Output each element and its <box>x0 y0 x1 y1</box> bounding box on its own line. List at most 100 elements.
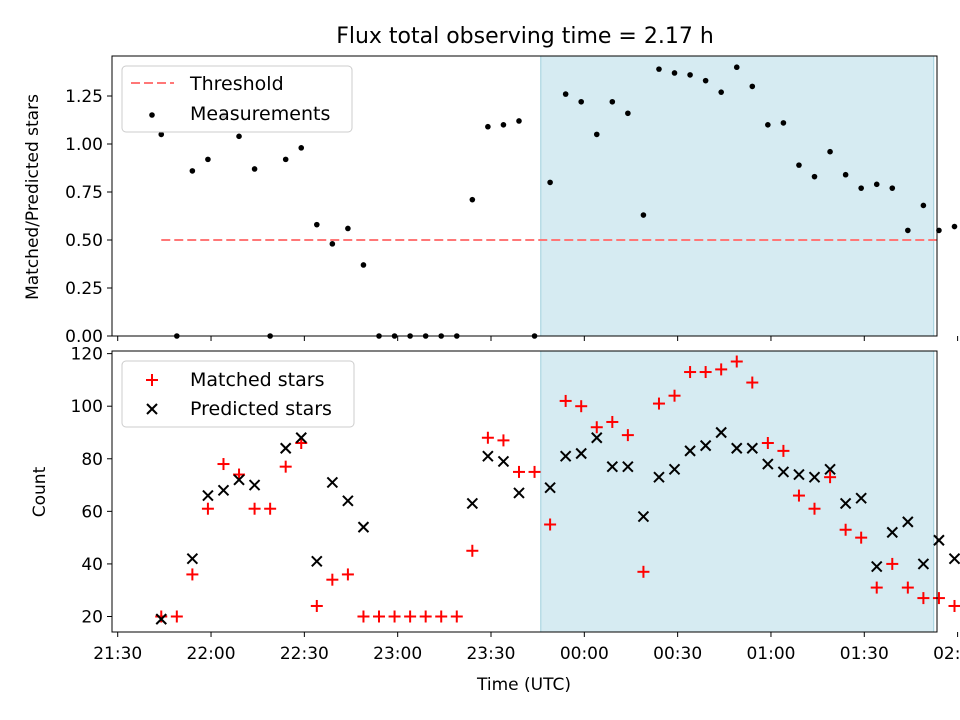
predicted-star-marker <box>886 526 898 539</box>
measurement-point <box>360 262 367 268</box>
x-tick-label: 23:30 <box>466 644 515 664</box>
matched-star-marker <box>248 502 261 515</box>
matched-star-marker <box>948 599 960 612</box>
predicted-star-marker <box>793 468 805 481</box>
top-legend-box <box>121 65 353 133</box>
measurement-point <box>733 64 740 71</box>
matched-star-marker <box>155 610 168 623</box>
legend-matched-swatch <box>146 374 158 386</box>
predicted-star-marker <box>575 447 587 460</box>
legend-matched-label: Matched stars <box>190 369 324 391</box>
predicted-star-marker <box>684 445 696 457</box>
measurement-point <box>189 168 196 174</box>
predicted-star-marker <box>746 442 759 454</box>
matched-star-marker <box>544 518 557 531</box>
matched-star-marker <box>264 502 277 515</box>
predicted-star-marker <box>155 613 167 625</box>
matched-star-marker <box>824 471 837 484</box>
matched-star-marker <box>512 465 525 478</box>
measurement-point <box>562 91 569 97</box>
x-tick-label: 00:30 <box>653 644 702 664</box>
y-tick-label: 20 <box>81 607 103 627</box>
matched-star-marker <box>279 460 292 473</box>
y-tick-label: 0.25 <box>65 279 103 299</box>
matched-star-marker <box>886 557 899 570</box>
predicted-star-marker <box>202 489 214 502</box>
measurement-point <box>547 179 553 186</box>
count-panel: 20 40 60 80 100 120 21:30 22:00 22:30 23:00 23:30… <box>30 345 960 695</box>
x-axis-label: Time (UTC) <box>476 675 571 695</box>
measurement-point <box>345 225 351 232</box>
matched-star-marker <box>170 610 183 623</box>
measurement-point <box>780 120 787 126</box>
predicted-star-marker <box>622 460 634 473</box>
matched-star-marker <box>777 444 790 457</box>
predicted-star-marker <box>591 432 603 444</box>
matched-star-marker <box>575 400 588 413</box>
predicted-star-marker <box>917 558 930 570</box>
y-tick-label: 60 <box>81 502 103 522</box>
measurement-point <box>920 202 927 209</box>
bottom-y-ticks: 20 40 60 80 100 120 <box>71 345 112 627</box>
matched-star-marker <box>684 366 697 379</box>
measurement-point <box>251 166 258 172</box>
matched-star-marker <box>450 610 463 623</box>
predicted-star-marker <box>279 442 292 454</box>
predicted-star-marker <box>824 463 836 475</box>
matched-star-marker <box>621 429 634 442</box>
x-tick-label: 23:00 <box>373 644 422 664</box>
ratio-panel: 0.00 0.25 0.50 0.75 1.00 1.25 Matched/Predict… <box>23 55 959 347</box>
matched-star-marker <box>404 610 417 623</box>
bottom-legend: Matched stars Predicted stars <box>121 360 355 428</box>
x-tick-label: 01:30 <box>840 644 889 664</box>
x-tick-label: 00:00 <box>560 644 609 664</box>
measurement-point <box>842 171 849 178</box>
observing-span-shade-bottom <box>540 351 934 632</box>
matched-star-marker <box>808 502 821 515</box>
measurement-point <box>516 118 522 124</box>
measurement-point <box>282 156 289 163</box>
measurement-point <box>905 227 911 234</box>
matched-star-marker <box>668 389 681 402</box>
matched-star-marker <box>373 610 386 623</box>
matched-star-marker <box>310 599 323 612</box>
predicted-star-marker <box>839 497 852 510</box>
predicted-star-marker <box>233 474 245 486</box>
measurement-point <box>936 227 942 234</box>
observing-span-shade <box>540 56 934 336</box>
legend-predicted-label: Predicted stars <box>190 398 332 420</box>
matched-star-marker <box>792 489 805 502</box>
measurement-point <box>951 223 958 230</box>
predicted-star-marker <box>699 439 712 452</box>
measurement-point <box>827 148 833 155</box>
bottom-axes-frame <box>111 350 938 633</box>
measurement-point <box>858 185 864 191</box>
measurement-point <box>873 181 880 188</box>
matched-star-marker <box>497 434 510 447</box>
matched-star-marker <box>715 363 728 376</box>
predicted-star-marker <box>544 481 556 494</box>
predicted-star-marker <box>808 471 821 483</box>
matched-star-marker <box>855 531 868 544</box>
measurement-point <box>718 89 724 95</box>
x-tick-label: 22:30 <box>280 644 329 664</box>
predicted-star-marker <box>731 442 743 454</box>
predicted-star-marker <box>342 495 354 507</box>
predicted-star-marker <box>715 426 727 439</box>
predicted-star-marker <box>497 455 510 468</box>
matched-star-marker <box>870 581 883 594</box>
bottom-x-ticks: 21:30 22:00 22:30 23:00 23:30 00:00 00:30 01:00… <box>93 632 960 664</box>
predicted-star-marker <box>762 458 774 470</box>
predicted-star-marker <box>948 552 960 565</box>
y-tick-label: 120 <box>71 345 103 365</box>
predicted-star-marker <box>559 450 572 462</box>
predicted-star-marker <box>653 471 665 483</box>
measurement-point <box>671 70 678 76</box>
measurement-point <box>314 221 320 228</box>
legend-threshold-label: Threshold <box>189 73 284 95</box>
matched-star-marker <box>357 610 370 623</box>
predicted-star-marker <box>466 497 479 510</box>
matched-star-marker <box>839 523 852 536</box>
legend-measurements-label: Measurements <box>190 103 330 125</box>
